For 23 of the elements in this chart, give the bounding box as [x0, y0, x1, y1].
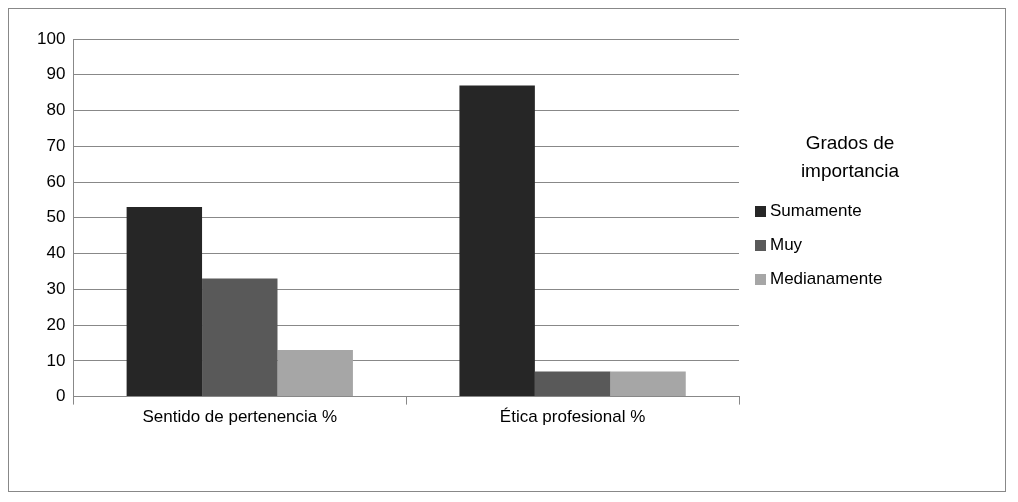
bar: [534, 371, 611, 397]
x-tick-label: Sentido de pertenencia %: [142, 407, 338, 427]
y-tick-label: 80: [46, 100, 66, 120]
y-tick-label: 60: [46, 171, 66, 191]
y-tick-label: 20: [46, 314, 66, 334]
bar: [277, 350, 353, 397]
bar: [202, 278, 278, 397]
y-tick-label: 30: [46, 279, 66, 299]
legend-title: Grados de importancia: [799, 131, 901, 183]
bar: [126, 207, 203, 397]
y-tick-label: 0: [55, 386, 66, 406]
y-tick-label: 90: [46, 64, 66, 84]
y-tick-label: 70: [46, 135, 66, 155]
legend-label: Medianamente: [770, 269, 883, 289]
bar: [459, 85, 535, 397]
bar: [610, 371, 686, 397]
x-tick-label: Ética profesional %: [499, 407, 646, 427]
y-tick-label: 10: [46, 350, 66, 370]
legend-label: Muy: [770, 235, 803, 255]
y-tick-label: 100: [36, 28, 66, 48]
y-tick-label: 40: [46, 243, 66, 263]
y-tick-label: 50: [46, 207, 66, 227]
legend-label: Sumamente: [770, 201, 862, 221]
